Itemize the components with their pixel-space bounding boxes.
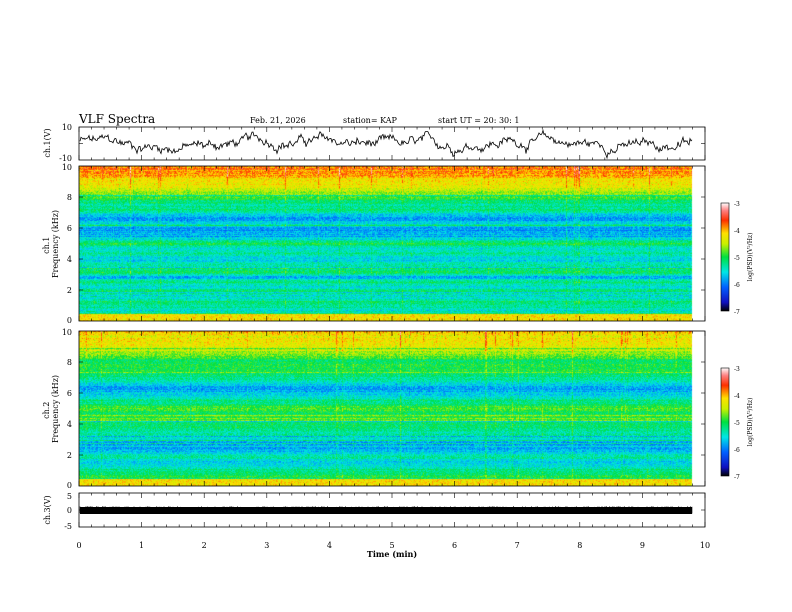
- ch2-freq-tick-2: 2: [67, 451, 72, 460]
- ch1-spectrogram-ylabel: ch.1 Frequency (kHz): [42, 210, 60, 278]
- x-axis-label: Time (min): [367, 549, 417, 559]
- x-tick-label: 5: [389, 541, 394, 550]
- ch2-cb-tick-m7: -7: [734, 474, 740, 481]
- ch1-freq-tick-2: 2: [67, 286, 72, 295]
- ch2-colorbar-label: log(PSD)(V²/Hz): [747, 398, 754, 447]
- ch1-waveform-panel: 10 -10 ch.1(V): [43, 123, 706, 163]
- ch1-freq-tick-4: 4: [67, 255, 72, 264]
- ch3-waveform-panel: 5 0 -5 ch.3(V): [43, 492, 706, 531]
- ch1-waveform-ylabel: ch.1(V): [43, 128, 52, 157]
- ch2-freq-tick-6: 6: [67, 389, 72, 398]
- x-axis-tick-labels: 0 1 2 3 4 5 6 7 8 9 10: [76, 541, 710, 550]
- header-date: Feb. 21, 2026: [250, 116, 306, 125]
- ch2-freq-tick-10: 10: [62, 328, 72, 337]
- x-tick-label: 10: [700, 541, 710, 550]
- ch2-cb-tick-m3: -3: [734, 366, 740, 373]
- ch3-waveform-ticks: [78, 493, 706, 527]
- x-tick-label: 6: [452, 541, 457, 550]
- ch2-spectrogram-panel: 0 2 4 6 8 10 ch.2 Frequency (kHz): [42, 328, 706, 490]
- ch2-cb-tick-m5: -5: [734, 420, 740, 427]
- x-tick-label: 1: [139, 541, 144, 550]
- ch2-freq-tick-8: 8: [67, 358, 72, 367]
- header-start-time: start UT = 20: 30: 1: [438, 116, 519, 125]
- x-tick-label: 3: [264, 541, 269, 550]
- ch2-colorbar: -3 -4 -5 -6 -7 log(PSD)(V²/Hz): [720, 366, 754, 481]
- x-tick-label: 2: [202, 541, 207, 550]
- x-tick-label: 8: [577, 541, 582, 550]
- ch1-colorbar-label: log(PSD)(V²/Hz): [747, 233, 754, 282]
- x-axis: 0 1 2 3 4 5 6 7 8 9 10 Time (min): [76, 541, 710, 559]
- ch2-cb-tick-m6: -6: [734, 447, 740, 454]
- ch1-freq-tick-8: 8: [67, 193, 72, 202]
- ch2-spectrogram-ticks: [78, 331, 706, 486]
- ch1-spectrogram-panel: 0 2 4 6 8 10 ch.1 Frequency (kHz): [42, 163, 706, 325]
- ch1-freq-tick-0: 0: [67, 316, 72, 325]
- x-tick-label: 4: [327, 541, 332, 550]
- figure-title: VLF Spectra: [78, 112, 155, 126]
- ch1-colorbar-scale: [720, 202, 730, 312]
- ch3-ytick-5: 5: [67, 492, 72, 501]
- ch1-colorbar: -3 -4 -5 -6 -7 log(PSD)(V²/Hz): [720, 201, 754, 316]
- ch1-waveform-trace: [79, 129, 693, 160]
- ch2-freq-tick-0: 0: [67, 481, 72, 490]
- ch1-cb-tick-m5: -5: [734, 255, 740, 262]
- ch1-ytick-bottom: -10: [59, 154, 72, 163]
- ch2-colorbar-scale: [720, 367, 730, 477]
- ch1-spectrogram-image: [79, 166, 705, 321]
- ch2-cb-tick-m4: -4: [734, 393, 740, 400]
- ch3-waveform-ylabel: ch.3(V): [43, 495, 52, 524]
- ch2-ylabel-line-2: Frequency (kHz): [51, 375, 60, 443]
- ch3-ytick-m5: -5: [64, 522, 72, 531]
- ch1-cb-tick-m7: -7: [734, 309, 740, 316]
- ch3-ytick-0: 0: [67, 506, 72, 515]
- x-tick-label: 9: [640, 541, 645, 550]
- ch1-ylabel-line-2: Frequency (kHz): [51, 210, 60, 278]
- ch1-cb-tick-m6: -6: [734, 282, 740, 289]
- ch1-cb-tick-m3: -3: [734, 201, 740, 208]
- ch2-ylabel-line-1: ch.2: [42, 402, 51, 419]
- x-tick-label: 7: [515, 541, 520, 550]
- ch1-spectrogram-ticks: [78, 166, 706, 321]
- ch1-waveform-ticks: [78, 127, 706, 160]
- ch1-ylabel-line-1: ch.1: [42, 237, 51, 254]
- ch2-freq-tick-4: 4: [67, 420, 72, 429]
- x-tick-label: 0: [76, 541, 81, 550]
- ch1-freq-tick-10: 10: [62, 163, 72, 172]
- ch2-spectrogram-image: [79, 331, 705, 486]
- ch1-cb-tick-m4: -4: [734, 228, 740, 235]
- ch1-freq-tick-6: 6: [67, 224, 72, 233]
- ch2-spectrogram-ylabel: ch.2 Frequency (kHz): [42, 375, 60, 443]
- header-station: station= KAP: [343, 116, 398, 125]
- ch1-ytick-top: 10: [62, 123, 72, 132]
